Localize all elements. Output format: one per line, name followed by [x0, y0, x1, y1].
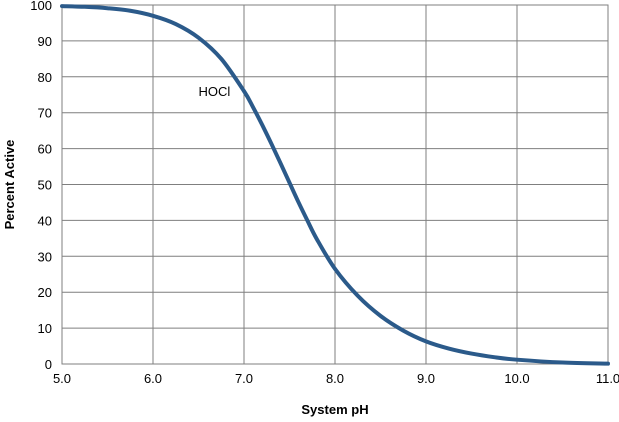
x-tick-label: 6.0 — [144, 371, 162, 386]
plot-frame — [61, 4, 609, 365]
y-tick-label: 100 — [30, 0, 52, 13]
curve-annotation: HOCl — [199, 84, 231, 99]
y-tick-labels: 0 10 20 30 40 50 60 70 80 90 100 — [30, 0, 52, 372]
x-tick-label: 5.0 — [53, 371, 71, 386]
x-axis-title: System pH — [301, 402, 368, 417]
y-axis-title: Percent Active — [2, 140, 17, 230]
y-tick-label: 70 — [38, 106, 52, 121]
y-tick-label: 90 — [38, 34, 52, 49]
y-tick-label: 30 — [38, 249, 52, 264]
x-tick-label: 7.0 — [235, 371, 253, 386]
x-tick-label: 9.0 — [417, 371, 435, 386]
grid — [61, 4, 609, 365]
x-tick-label: 10.0 — [504, 371, 529, 386]
x-tick-labels: 5.0 6.0 7.0 8.0 9.0 10.0 11.0 — [53, 371, 619, 386]
x-tick-label: 8.0 — [326, 371, 344, 386]
series-line-hocl — [60, 4, 610, 366]
y-tick-label: 20 — [38, 285, 52, 300]
y-tick-label: 50 — [38, 178, 52, 193]
y-tick-label: 10 — [38, 321, 52, 336]
y-tick-label: 60 — [38, 142, 52, 157]
y-tick-label: 40 — [38, 213, 52, 228]
x-tick-label: 11.0 — [596, 371, 619, 386]
y-tick-label: 0 — [45, 357, 52, 372]
y-tick-label: 80 — [38, 70, 52, 85]
